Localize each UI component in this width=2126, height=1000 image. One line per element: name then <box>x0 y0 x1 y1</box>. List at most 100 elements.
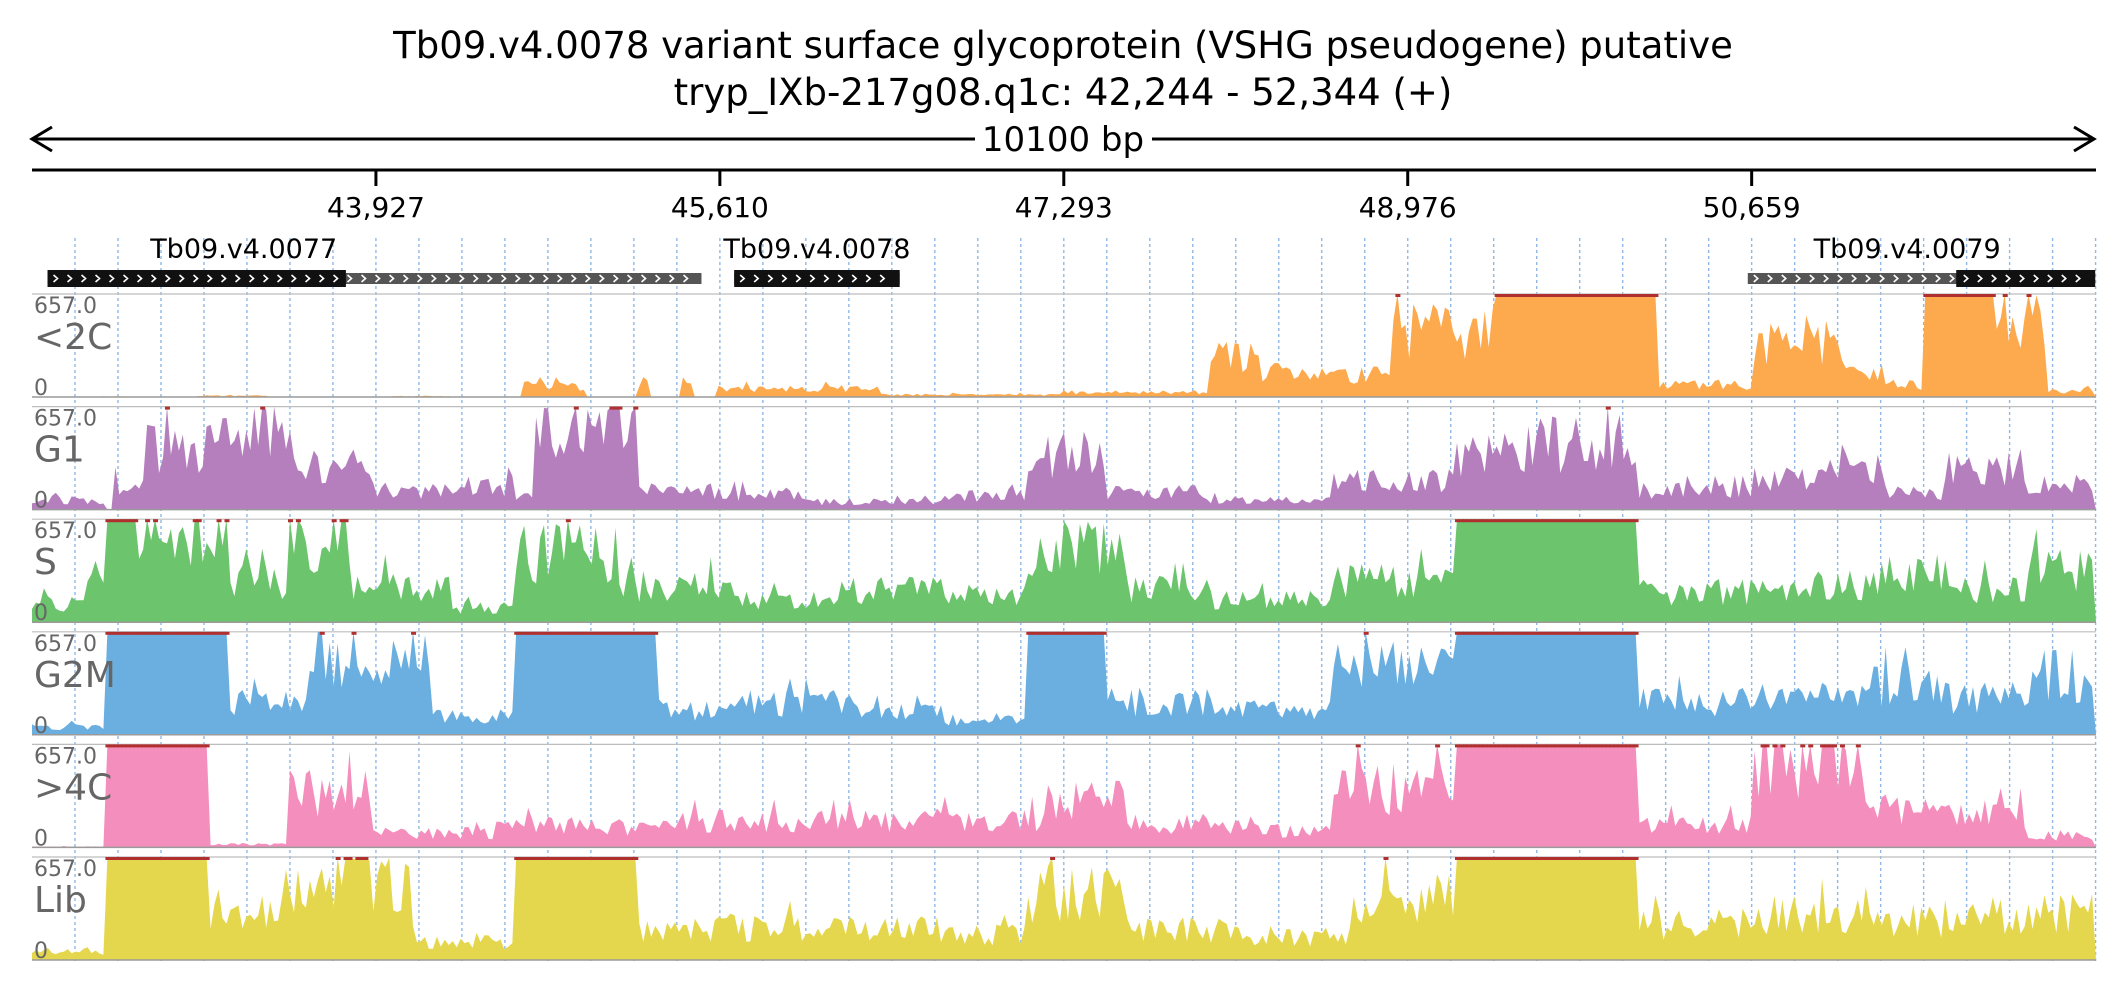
clip-mark <box>1046 631 1052 635</box>
clip-mark <box>1490 744 1496 748</box>
clip-mark <box>1466 519 1472 523</box>
clip-mark <box>141 744 147 748</box>
clip-mark <box>1574 744 1580 748</box>
strand-chevron-icon <box>739 274 886 283</box>
clip-mark <box>1828 744 1834 748</box>
clip-mark <box>200 857 206 860</box>
clip-mark <box>1058 631 1064 635</box>
clip-mark <box>1546 294 1552 297</box>
clip-mark <box>188 857 194 860</box>
clip-mark <box>565 857 571 860</box>
coverage-area <box>32 406 2096 510</box>
clip-mark <box>1530 857 1536 860</box>
clip-mark <box>1629 631 1635 635</box>
clip-mark <box>1542 631 1548 635</box>
clip-mark <box>522 857 528 860</box>
clip-mark <box>109 744 115 748</box>
clip-mark <box>1518 519 1524 523</box>
gene-utr <box>1747 273 2096 284</box>
clip-mark <box>1522 294 1528 297</box>
clip-mark <box>184 857 190 860</box>
clip-mark <box>546 631 551 635</box>
clip-mark <box>1474 631 1480 635</box>
clip-mark <box>145 744 151 748</box>
clip-mark <box>633 631 639 635</box>
clip-mark <box>359 857 365 860</box>
clip-mark <box>153 519 159 523</box>
clip-mark <box>1974 294 1980 297</box>
x-tick-label: 50,659 <box>1703 191 1801 224</box>
clip-mark <box>168 631 174 635</box>
clip-mark <box>1530 519 1536 523</box>
clip-mark <box>1518 857 1524 860</box>
clip-mark <box>145 519 151 523</box>
clip-mark <box>172 744 178 748</box>
track-ymax-label: 657.0 <box>34 294 97 319</box>
clip-mark <box>1558 631 1564 635</box>
clip-mark <box>1780 744 1786 748</box>
clip-mark <box>557 631 563 635</box>
clip-mark <box>133 519 139 523</box>
clip-mark <box>538 631 544 635</box>
clip-mark <box>157 857 163 860</box>
clip-mark <box>1435 744 1441 748</box>
clip-mark <box>1042 631 1048 635</box>
clip-mark <box>1494 744 1500 748</box>
clip-mark <box>1454 631 1460 635</box>
clip-mark <box>1633 631 1639 635</box>
clip-mark <box>1613 294 1619 297</box>
clip-mark <box>1538 857 1544 860</box>
clip-mark <box>153 744 159 748</box>
clip-mark <box>573 631 579 635</box>
clip-mark <box>1562 294 1568 297</box>
clip-mark <box>1069 631 1075 635</box>
clip-mark <box>1089 631 1095 635</box>
clip-mark <box>1542 857 1548 860</box>
clip-mark <box>1538 519 1544 523</box>
clip-mark <box>549 631 555 635</box>
clip-mark <box>1935 294 1941 297</box>
clip-mark <box>1621 744 1627 748</box>
clip-mark <box>1458 857 1464 860</box>
clip-mark <box>184 631 190 635</box>
clip-mark <box>633 857 639 860</box>
clip-mark <box>1526 744 1532 748</box>
clip-mark <box>1462 519 1468 523</box>
clip-mark <box>1498 631 1504 635</box>
clip-mark <box>1581 744 1587 748</box>
clip-mark <box>1832 744 1838 748</box>
clip-mark <box>157 631 163 635</box>
clip-mark <box>581 631 587 635</box>
clip-mark <box>192 744 198 748</box>
clip-mark <box>129 631 135 635</box>
clip-mark <box>617 857 623 860</box>
clip-mark <box>1554 744 1560 748</box>
clip-mark <box>1990 294 1996 297</box>
clip-mark <box>1546 631 1552 635</box>
clip-mark <box>1931 294 1937 297</box>
clip-mark <box>1959 294 1965 297</box>
clip-mark <box>129 857 135 860</box>
clip-mark <box>180 744 186 748</box>
track-name-label: G1 <box>34 430 85 471</box>
clip-mark <box>355 857 361 860</box>
clip-mark <box>224 631 230 635</box>
clip-mark <box>1506 519 1512 523</box>
clip-mark <box>1510 519 1516 523</box>
clip-mark <box>1482 857 1488 860</box>
clip-mark <box>549 857 555 860</box>
clip-mark <box>1621 857 1627 860</box>
clip-mark <box>1514 744 1520 748</box>
clip-mark <box>1458 631 1464 635</box>
clip-mark <box>1649 294 1655 297</box>
clip-mark <box>1601 294 1607 297</box>
clip-mark <box>613 406 619 410</box>
clip-mark <box>1578 744 1583 748</box>
clip-mark <box>1562 744 1568 748</box>
x-tick-label: 45,610 <box>671 191 769 224</box>
clip-mark <box>1593 857 1599 860</box>
clip-mark <box>1050 857 1056 860</box>
clip-mark <box>1554 519 1560 523</box>
gene-utr <box>47 273 702 284</box>
clip-mark <box>121 744 127 748</box>
